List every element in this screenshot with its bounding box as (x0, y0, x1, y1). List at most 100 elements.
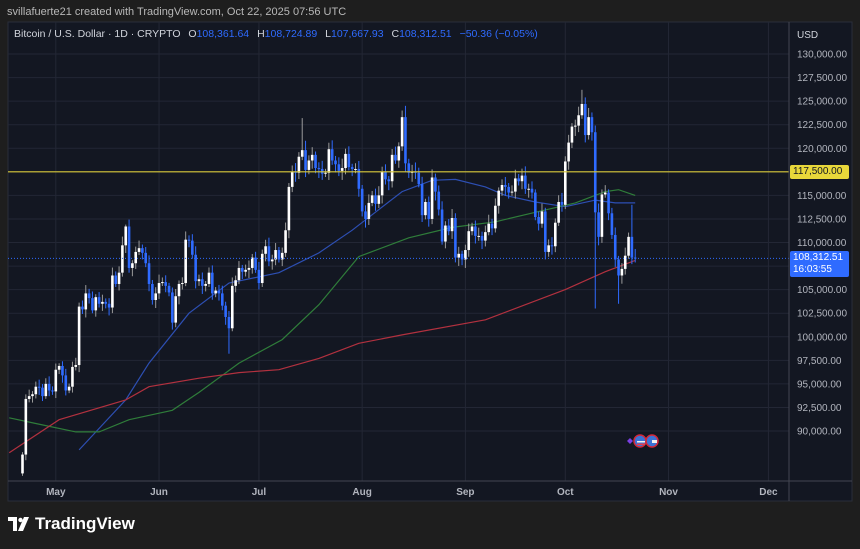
candle (111, 267, 114, 314)
candle-body (204, 283, 207, 286)
time-tick-label: Dec (759, 487, 778, 498)
candle (297, 152, 301, 180)
price-tick-label: 100,000.00 (797, 332, 847, 343)
candle (240, 264, 244, 280)
time-axis[interactable]: May Jun Jul Aug Sep Oct Nov Dec (46, 487, 778, 498)
candle (357, 160, 361, 197)
candle-body (161, 282, 164, 284)
candle-body (623, 255, 627, 269)
candle-body (174, 296, 177, 323)
candle-body (494, 205, 497, 229)
candle-body (480, 235, 484, 241)
candle-body (74, 365, 78, 367)
candle-body (470, 226, 474, 232)
candle (530, 181, 534, 199)
candle (204, 280, 207, 292)
candle (244, 264, 247, 277)
candle (487, 214, 490, 236)
candle (494, 198, 497, 233)
candle-body (211, 272, 214, 294)
symbol-title[interactable]: Bitcoin / U.S. Dollar · 1D · CRYPTO (14, 28, 181, 40)
candle-body (387, 179, 391, 182)
price-tick-label: 110,000.00 (797, 238, 847, 249)
candle (211, 265, 214, 300)
candle (194, 246, 197, 289)
candle-body (417, 172, 421, 185)
candle-body (280, 252, 284, 260)
candle (267, 237, 271, 267)
candle-body (224, 305, 227, 317)
candle-body (230, 285, 234, 329)
candle-body (234, 280, 237, 286)
candle-body (104, 301, 108, 304)
candle (247, 260, 251, 279)
candle (457, 246, 461, 266)
candle (627, 232, 630, 259)
candle-body (330, 149, 334, 161)
candle (161, 277, 164, 287)
candle-body (317, 168, 321, 170)
candle (597, 203, 600, 246)
candle (570, 123, 574, 149)
price-axis[interactable]: 130,000.00 127,500.00 125,000.00 122,500.00… (797, 50, 847, 438)
candle-body (194, 254, 197, 282)
brand-name: TradingView (35, 514, 135, 533)
candle (127, 219, 131, 273)
candle (424, 198, 427, 220)
candle (314, 151, 317, 174)
candle-body (420, 184, 424, 216)
candle (450, 209, 454, 239)
candle-body (504, 185, 507, 187)
candle (507, 183, 510, 199)
candle-body (71, 366, 74, 387)
tradingview-logo[interactable]: TradingView (8, 514, 135, 534)
price-tick-label: 90,000.00 (797, 427, 842, 438)
candle-body (350, 167, 354, 169)
candle (404, 105, 407, 172)
candle (114, 271, 118, 287)
candle (154, 287, 157, 309)
candle-body (54, 369, 58, 392)
bar-countdown: 16:03:55 (793, 264, 832, 276)
candle-body (257, 269, 261, 284)
candle (540, 203, 544, 228)
candle (101, 294, 104, 311)
price-tick-label: 120,000.00 (797, 144, 847, 155)
candle-body (24, 398, 28, 455)
candle (613, 227, 617, 267)
candle-body (460, 253, 464, 260)
candle (230, 277, 234, 332)
candle-body (397, 146, 401, 161)
candle-body (520, 175, 524, 182)
candle-body (300, 150, 304, 157)
candle-body (31, 394, 34, 397)
candle-body (277, 250, 281, 260)
candle (337, 157, 341, 177)
candle (454, 213, 457, 263)
candle-body (534, 192, 537, 218)
high-value: 108,724.89 (264, 28, 318, 40)
candle-body (354, 168, 357, 170)
price-tick-label: 97,500.00 (797, 356, 842, 367)
candle-body (307, 160, 311, 170)
candle (94, 294, 98, 317)
candle-body (144, 252, 148, 264)
time-tick-label: Aug (352, 487, 371, 498)
candle (550, 237, 554, 255)
candle-body (270, 259, 274, 262)
candle-body (250, 257, 254, 268)
candle (177, 280, 181, 305)
candle (360, 184, 364, 217)
us-flag-icon[interactable] (627, 434, 659, 448)
candle (380, 166, 384, 204)
candle (164, 275, 167, 293)
candle-body (563, 161, 567, 205)
candle-body (27, 396, 31, 399)
candle-body (477, 235, 481, 237)
candle (420, 176, 424, 223)
candle-body (77, 306, 81, 366)
time-tick-label: Jul (252, 487, 267, 498)
candles (21, 89, 637, 476)
candle (497, 187, 500, 214)
